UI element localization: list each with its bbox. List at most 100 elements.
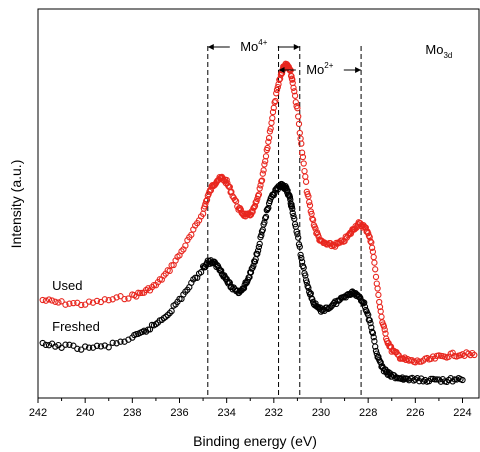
data-point [295, 120, 303, 128]
data-point [254, 247, 262, 254]
data-point [252, 199, 259, 206]
data-point [372, 347, 380, 355]
data-point [188, 231, 195, 238]
data-point [70, 299, 77, 307]
data-point [256, 240, 263, 248]
data-point [374, 285, 381, 292]
x-tick-label: 224 [453, 407, 471, 419]
data-point [372, 266, 379, 273]
data-point [52, 343, 59, 350]
data-point [168, 307, 175, 315]
data-point [256, 185, 263, 192]
reference-lines [207, 46, 362, 398]
data-point [291, 221, 299, 228]
data-point [294, 231, 301, 238]
data-point [297, 135, 304, 142]
data-point [55, 299, 62, 306]
data-point [451, 376, 458, 383]
data-point [58, 298, 65, 305]
data-point [45, 342, 53, 349]
data-point [306, 198, 313, 206]
data-point [62, 341, 69, 348]
data-point [305, 284, 312, 291]
data-point [85, 298, 93, 305]
data-point [365, 230, 372, 237]
data-point [369, 329, 377, 337]
x-tick-label: 242 [29, 407, 47, 419]
data-point [258, 177, 266, 184]
x-tick-label: 234 [217, 407, 235, 419]
data-point [254, 250, 261, 258]
arrowhead [207, 44, 214, 50]
data-point [373, 280, 380, 287]
data-point [202, 200, 209, 208]
data-point [377, 359, 384, 366]
data-point [39, 339, 46, 347]
data-point [259, 170, 266, 177]
data-point [459, 376, 466, 384]
data-point [255, 243, 263, 251]
data-point [298, 258, 306, 265]
data-point [290, 84, 297, 91]
data-point [368, 324, 375, 331]
x-axis-title: Binding energy (eV) [193, 433, 317, 449]
data-point [78, 346, 85, 353]
x-tick-label: 230 [312, 407, 330, 419]
data-point [271, 189, 278, 197]
data-point [105, 297, 112, 304]
data-point [137, 289, 144, 297]
data-point [361, 223, 368, 230]
data-point [58, 344, 65, 351]
data-point [97, 343, 105, 350]
data-point [265, 134, 273, 142]
x-tick-label: 226 [406, 407, 424, 419]
data-point [262, 153, 270, 160]
arrowhead [293, 44, 300, 50]
data-point [287, 200, 294, 207]
data-point [362, 224, 369, 231]
series-label-used: Used [52, 278, 82, 293]
data-point [298, 140, 305, 147]
data-point [203, 196, 211, 204]
data-point [273, 90, 280, 97]
data-point [66, 300, 73, 307]
data-point [70, 342, 77, 349]
data-point [370, 253, 377, 261]
data-point [178, 248, 185, 255]
data-point [376, 303, 384, 311]
data-point [269, 108, 277, 116]
data-point [197, 269, 205, 276]
data-point [376, 298, 383, 306]
data-point [443, 378, 450, 386]
data-point [255, 191, 263, 198]
data-point [74, 345, 81, 352]
data-point [269, 114, 276, 122]
data-point [431, 376, 439, 383]
data-point [380, 323, 388, 330]
data-point [375, 291, 382, 299]
data-point [372, 343, 379, 350]
data-point [360, 300, 367, 307]
data-point [214, 261, 221, 269]
data-point [273, 86, 281, 94]
data-point [422, 376, 429, 384]
data-point [275, 81, 282, 88]
data-point [66, 341, 73, 348]
plot-frame [37, 8, 480, 399]
data-point [93, 297, 101, 305]
annotation-mo2plus: Mo2+ [306, 61, 334, 77]
data-point [372, 273, 380, 281]
data-point [306, 202, 314, 209]
data-point [449, 349, 456, 356]
data-point [48, 297, 56, 304]
x-tick-label: 238 [123, 407, 141, 419]
series-used [39, 60, 478, 366]
x-axis-ticks: 242 240 238 236 234 232 230 228 226 224 [29, 398, 472, 419]
data-point [445, 353, 452, 360]
data-point [109, 339, 116, 346]
data-point [289, 76, 296, 83]
data-point [223, 176, 230, 184]
data-point [82, 301, 89, 308]
data-point [258, 178, 265, 185]
